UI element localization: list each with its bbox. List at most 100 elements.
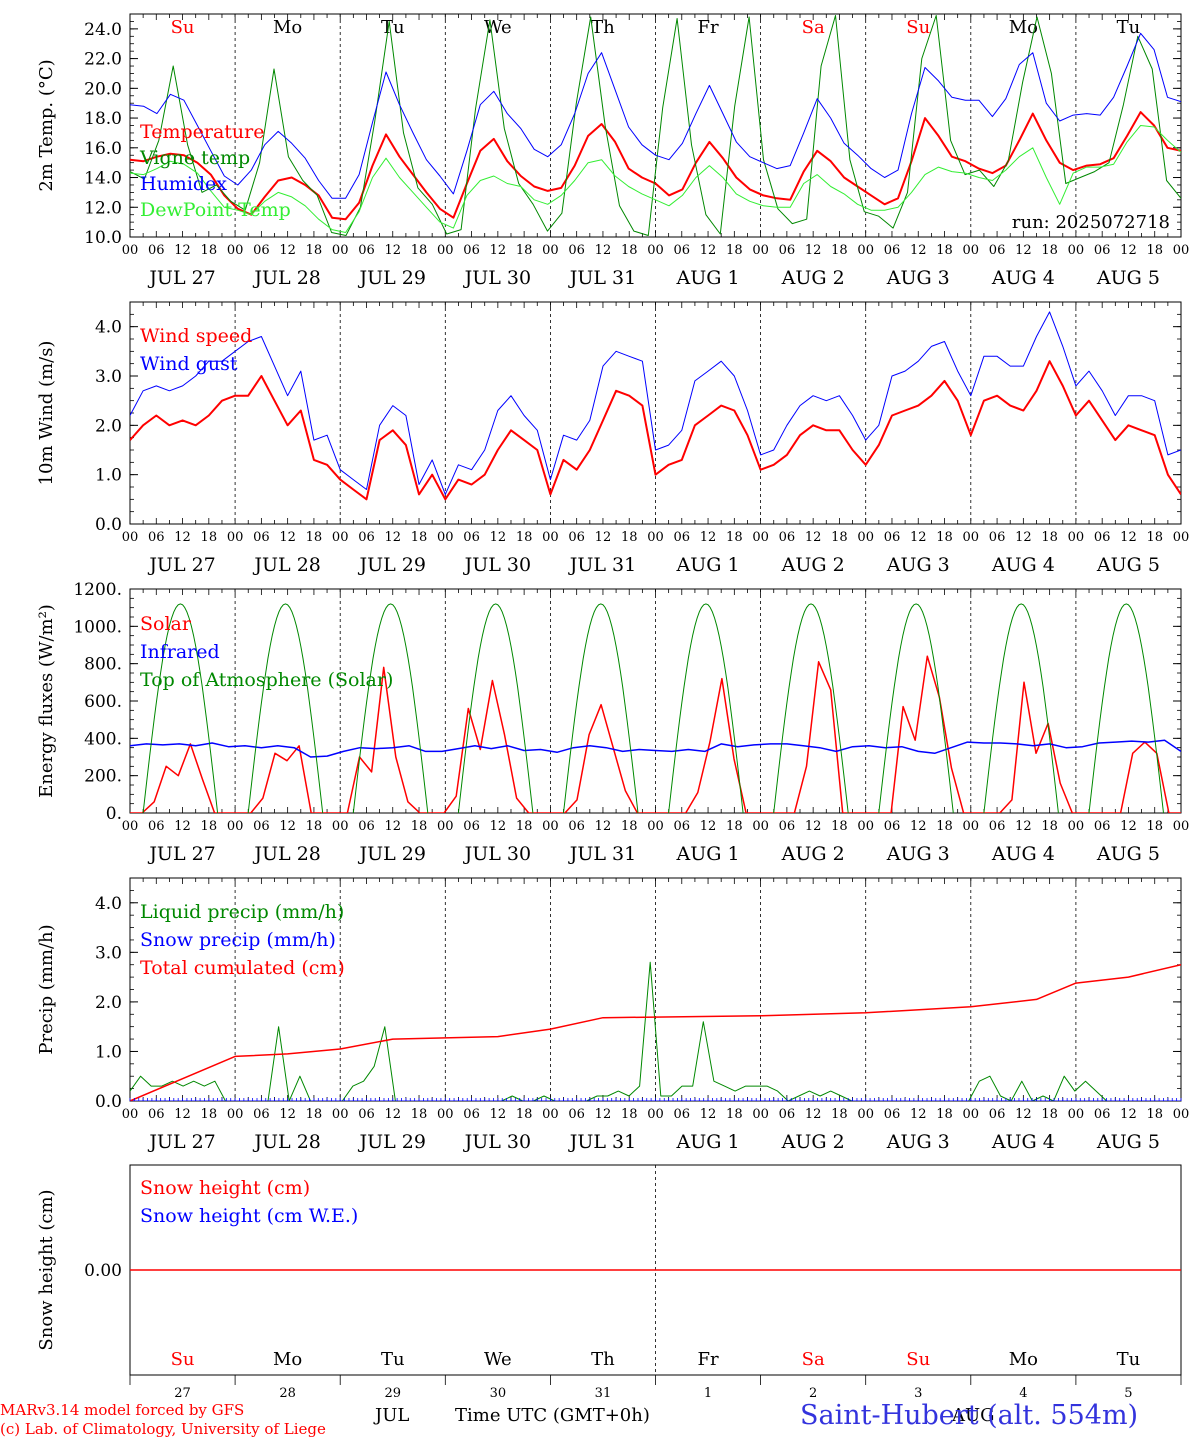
series-energy-2-toa-arc <box>1088 603 1164 813</box>
x-hour-label: 06 <box>568 243 585 258</box>
x-hour-label: 12 <box>700 243 717 258</box>
x-date-label: AUG 3 <box>886 843 950 865</box>
x-hour-label: 12 <box>1120 819 1137 834</box>
x-hour-label: 18 <box>936 1107 953 1122</box>
series-energy-2-toa-arc <box>878 603 954 813</box>
x-hour-label: 06 <box>674 243 691 258</box>
y-tick-label: 1.0 <box>95 466 122 486</box>
weekday-label: Tu <box>1117 17 1141 38</box>
x-hour-label: 00 <box>857 530 874 545</box>
x-hour-label: 18 <box>621 1107 638 1122</box>
x-date-label: AUG 1 <box>676 843 740 865</box>
y-tick-label: 20.0 <box>84 79 122 99</box>
x-hour-label: 06 <box>884 1107 901 1122</box>
x-hour-label: 00 <box>122 530 139 545</box>
x-hour-label: 18 <box>306 243 323 258</box>
x-date-label: JUL 29 <box>358 267 426 289</box>
x-hour-label: 06 <box>884 530 901 545</box>
series-energy-2-toa-arc <box>668 603 744 813</box>
x-hour-label: 12 <box>595 819 612 834</box>
y-tick-label: 800. <box>84 655 122 675</box>
series-energy-2-toa-arc <box>563 603 639 813</box>
x-hour-label: 12 <box>805 243 822 258</box>
y-tick-label: 3.0 <box>95 943 122 963</box>
x-date-label: JUL 28 <box>252 1131 320 1153</box>
x-hour-label: 12 <box>174 819 191 834</box>
x-hour-label: 00 <box>1068 243 1085 258</box>
x-hour-label: 00 <box>752 530 769 545</box>
x-hour-label: 12 <box>1015 530 1032 545</box>
x-hour-label: 12 <box>1015 819 1032 834</box>
x-hour-label: 00 <box>1173 530 1190 545</box>
series-group <box>130 15 1181 236</box>
x-hour-label: 12 <box>1015 1107 1032 1122</box>
x-hour-label: 00 <box>857 243 874 258</box>
y-tick-label: 1000. <box>73 617 122 637</box>
x-hour-label: 06 <box>779 1107 796 1122</box>
day-number-label: 31 <box>595 1386 612 1401</box>
x-hour-label: 00 <box>122 1107 139 1122</box>
y-tick-label: 2.0 <box>95 993 122 1013</box>
x-hour-label: 12 <box>595 1107 612 1122</box>
x-hour-label: 18 <box>201 243 218 258</box>
x-hour-label: 18 <box>726 243 743 258</box>
legend-entry: Wind speed <box>140 325 252 347</box>
x-hour-label: 12 <box>490 530 507 545</box>
x-hour-label: 00 <box>227 530 244 545</box>
y-axis-label: 10m Wind (m/s) <box>36 341 57 486</box>
x-date-label: JUL 30 <box>463 554 531 576</box>
x-hour-label: 06 <box>253 819 270 834</box>
x-date-label: JUL 31 <box>568 1131 636 1153</box>
x-hour-label: 18 <box>1146 1107 1163 1122</box>
x-hour-label: 18 <box>621 243 638 258</box>
x-hour-label: 00 <box>1173 1107 1190 1122</box>
y-tick-label: 1.0 <box>95 1042 122 1062</box>
x-hour-label: 12 <box>384 530 401 545</box>
x-date-label: AUG 2 <box>781 1131 845 1153</box>
y-axis-label: Energy fluxes (W/m²) <box>36 604 57 798</box>
x-hour-label: 00 <box>332 530 349 545</box>
y-axis-label: 2m Temp. (°C) <box>36 59 57 191</box>
day-number-label: 1 <box>704 1386 712 1401</box>
weekday-label: Mo <box>1009 17 1038 38</box>
y-tick-label: 0. <box>106 804 122 824</box>
footer-model-credit: MARv3.14 model forced by GFS <box>0 1401 245 1419</box>
x-hour-label: 06 <box>989 243 1006 258</box>
x-hour-label: 06 <box>674 530 691 545</box>
x-hour-label: 12 <box>805 1107 822 1122</box>
y-axis-label: Snow height (cm) <box>36 1189 57 1350</box>
legend-entry: Liquid precip (mm/h) <box>140 901 344 923</box>
x-date-label: JUL 27 <box>147 843 215 865</box>
x-hour-label: 18 <box>411 1107 428 1122</box>
x-hour-label: 00 <box>437 530 454 545</box>
x-hour-label: 12 <box>279 243 296 258</box>
series-temperature-2 <box>130 32 1181 199</box>
x-hour-label: 12 <box>279 819 296 834</box>
x-hour-label: 00 <box>437 1107 454 1122</box>
y-tick-label: 10.0 <box>84 228 122 248</box>
weekday-label: Tu <box>381 1349 405 1370</box>
x-hour-label: 12 <box>384 243 401 258</box>
x-hour-label: 18 <box>726 530 743 545</box>
x-hour-label: 18 <box>831 243 848 258</box>
x-hour-label: 00 <box>752 243 769 258</box>
x-hour-label: 06 <box>568 819 585 834</box>
panel-snow: 0.00 Snow height (cm) Su Mo Tu We Th Fr Sa Su Mo Tu… <box>36 1164 1182 1385</box>
x-hour-label: 18 <box>831 1107 848 1122</box>
x-hour-label: 06 <box>989 1107 1006 1122</box>
day-number-label: 27 <box>174 1386 191 1401</box>
x-date-label: JUL 28 <box>252 267 320 289</box>
x-hour-label: 12 <box>910 819 927 834</box>
x-hour-label: 12 <box>595 530 612 545</box>
panel-energy: 0. 200. 400. 600. 800. 1000. 1200. Energy fluxe… <box>36 580 1189 865</box>
x-hour-label: 12 <box>174 1107 191 1122</box>
x-date-label: JUL 30 <box>463 1131 531 1153</box>
footer-lab-credit: (c) Lab. of Climatology, University of L… <box>0 1420 326 1438</box>
legend-entry: Snow height (cm W.E.) <box>140 1205 358 1227</box>
x-hour-label: 12 <box>805 530 822 545</box>
x-hour-label: 00 <box>1068 530 1085 545</box>
legend-entry: Snow precip (mm/h) <box>140 929 336 951</box>
legend-entry: DewPoint Temp <box>140 199 291 221</box>
x-date-label: JUL 30 <box>463 843 531 865</box>
